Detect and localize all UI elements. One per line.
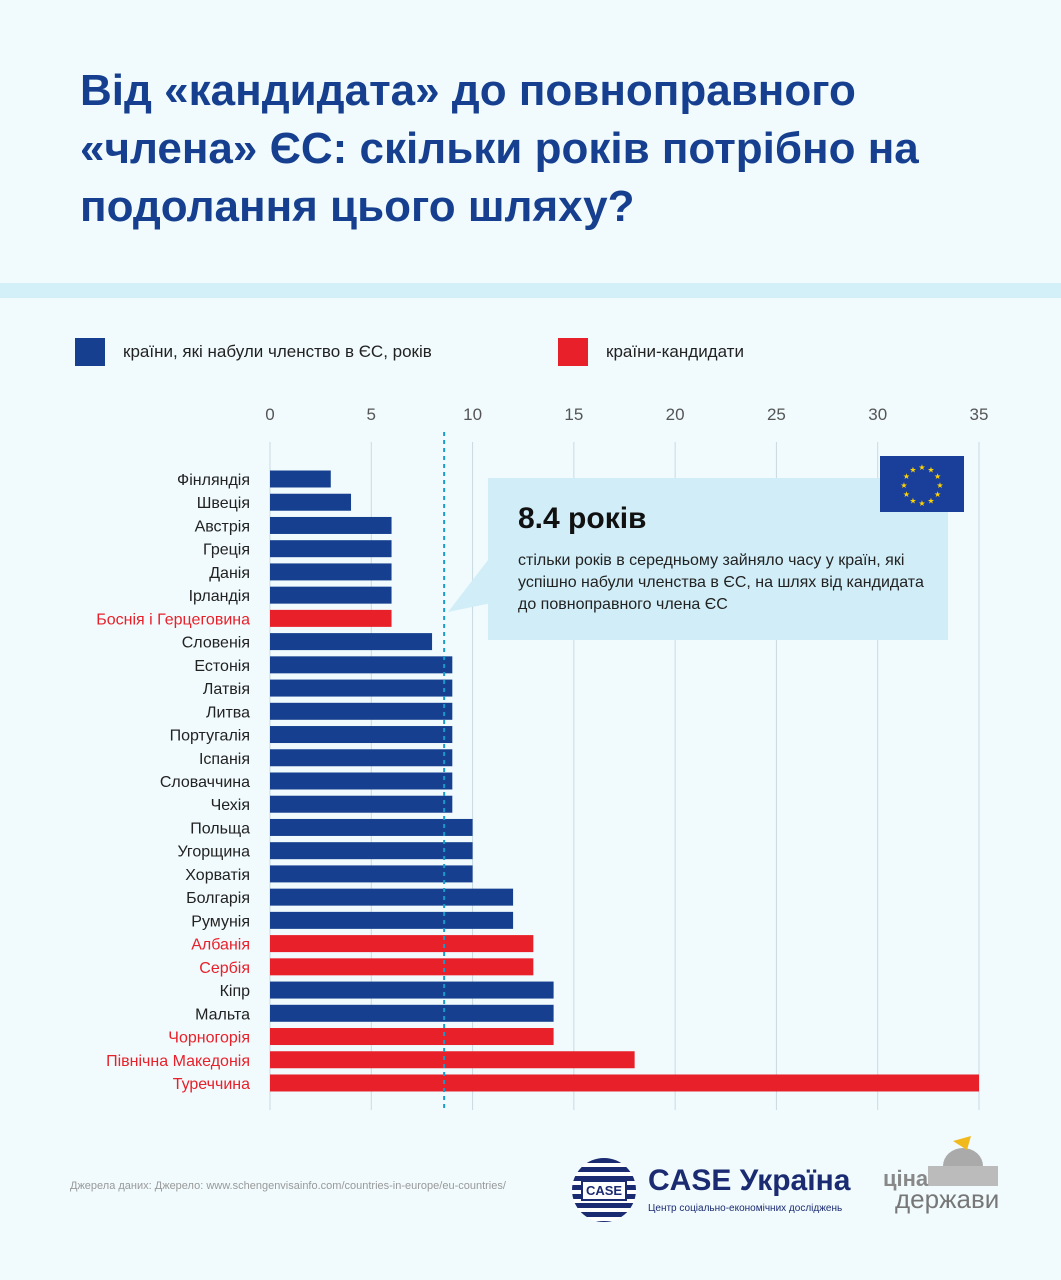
legend-swatch-candidate (558, 338, 588, 366)
category-label: Туреччина (173, 1076, 250, 1093)
source-note: Джерела даних: Джерело: www.schengenvisa… (70, 1180, 506, 1192)
star-icon: ★ (927, 465, 934, 474)
category-label: Данія (209, 565, 250, 582)
category-label: Хорватія (185, 867, 250, 884)
bar (270, 656, 453, 674)
logo-word-2: держави (895, 1184, 1000, 1214)
star-icon: ★ (900, 481, 907, 490)
star-icon: ★ (903, 490, 910, 499)
page-title: Від «кандидата» до повноправного «члена»… (80, 66, 919, 231)
category-label: Словенія (182, 635, 250, 652)
x-tick-label: 10 (463, 405, 482, 424)
bar (270, 865, 473, 883)
bar (270, 726, 453, 744)
star-icon: ★ (918, 499, 925, 508)
star-icon: ★ (934, 472, 941, 481)
bar (270, 981, 554, 999)
bar (270, 609, 392, 627)
bar (270, 749, 453, 767)
category-label: Румунія (191, 913, 250, 930)
legend-label-candidate: країни-кандидати (606, 342, 744, 361)
star-icon: ★ (934, 490, 941, 499)
bar (270, 795, 453, 813)
star-icon: ★ (909, 465, 916, 474)
case-logo-icon: CASE (572, 1158, 636, 1222)
bar (270, 935, 534, 953)
case-ukraine-logo: CASE CASE Україна Центр соціально-економі… (572, 1158, 850, 1222)
category-label: Угорщина (177, 844, 250, 861)
case-subtitle: Центр соціально-економічних досліджень (648, 1203, 843, 1214)
category-label: Боснія і Герцеговина (96, 611, 250, 628)
bar (270, 470, 331, 488)
star-icon: ★ (936, 481, 943, 490)
bar (270, 1051, 635, 1069)
bar (270, 888, 514, 906)
category-label: Ірландія (189, 588, 250, 605)
bar-chart: 0 5 10 15 20 25 30 35 Фінляндія Швеція Австрія Грец… (96, 405, 989, 1110)
logo-word-1: ціна (883, 1166, 929, 1191)
x-tick-label: 5 (367, 405, 376, 424)
category-label: Португалія (170, 728, 250, 745)
category-label: Латвія (203, 681, 250, 698)
bar (270, 540, 392, 558)
bar (270, 958, 534, 976)
bar (270, 586, 392, 604)
legend-label-member: країни, які набули членство в ЄС, років (123, 342, 432, 361)
category-label: Кіпр (220, 983, 251, 1000)
bar (270, 493, 352, 511)
category-label: Чорногорія (168, 1030, 250, 1047)
star-icon: ★ (918, 463, 925, 472)
star-icon: ★ (903, 472, 910, 481)
divider (0, 283, 1061, 298)
bar (270, 516, 392, 534)
bar (270, 1074, 979, 1092)
bar (270, 911, 514, 929)
cina-derzhavy-logo: ціна держави (883, 1136, 1008, 1216)
category-label: Албанія (191, 937, 250, 954)
x-tick-label: 30 (868, 405, 887, 424)
bar (270, 563, 392, 581)
legend-candidate: країни-кандидати (558, 338, 744, 366)
legend-swatch-member (75, 338, 105, 366)
category-label: Швеція (197, 495, 250, 512)
x-tick-label: 20 (666, 405, 685, 424)
category-label: Чехія (211, 797, 250, 814)
case-name: CASE Україна (648, 1164, 851, 1197)
bar (270, 679, 453, 697)
star-icon: ★ (927, 497, 934, 506)
parliament-icon (928, 1136, 998, 1186)
callout-pointer (448, 560, 506, 612)
bar (270, 772, 453, 790)
legend-member: країни, які набули членство в ЄС, років (75, 338, 432, 366)
category-label: Австрія (195, 518, 250, 535)
bar (270, 842, 473, 860)
category-label: Фінляндія (177, 472, 250, 489)
x-tick-label: 35 (970, 405, 989, 424)
bar (270, 702, 453, 720)
bar (270, 818, 473, 836)
category-label: Північна Македонія (106, 1053, 250, 1070)
bar (270, 633, 433, 651)
x-tick-label: 0 (265, 405, 274, 424)
category-label: Литва (206, 704, 250, 721)
category-label: Болгарія (186, 890, 250, 907)
x-tick-label: 25 (767, 405, 786, 424)
category-label: Мальта (195, 1006, 250, 1023)
category-label: Сербія (199, 960, 250, 977)
average-callout: 8.4 років стільки років в середньому зай… (488, 478, 948, 640)
category-label: Польща (190, 820, 250, 837)
case-badge: CASE (580, 1179, 628, 1201)
callout-text: стільки років в середньому зайняло часу … (518, 552, 924, 613)
category-label: Словаччина (160, 774, 250, 791)
bar (270, 1004, 554, 1022)
callout-value: 8.4 років (518, 502, 647, 535)
category-label: Естонія (194, 658, 250, 675)
category-label: Греція (203, 542, 250, 559)
category-label: Іспанія (199, 751, 250, 768)
bar (270, 1028, 554, 1046)
x-tick-label: 15 (564, 405, 583, 424)
star-icon: ★ (909, 497, 916, 506)
eu-flag-icon: ★ ★ ★ ★ ★ ★ ★ ★ ★ ★ ★ ★ (880, 456, 964, 512)
